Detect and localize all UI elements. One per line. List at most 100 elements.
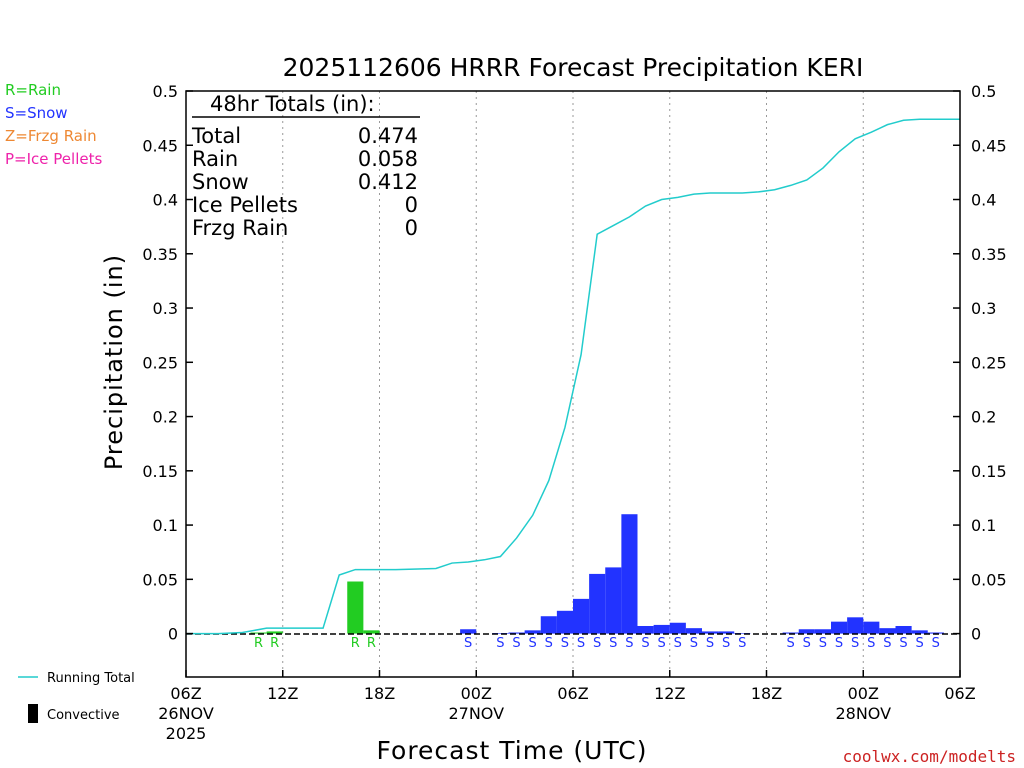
type-legend-item: Z=Frzg Rain bbox=[5, 127, 97, 145]
y-tick-label: 0.1 bbox=[153, 516, 178, 535]
precip-bar bbox=[605, 567, 622, 634]
precip-type-label: S bbox=[690, 636, 698, 651]
x-tick-label: 06Z bbox=[170, 684, 201, 703]
precip-type-label: S bbox=[658, 636, 666, 651]
precip-bar bbox=[460, 629, 477, 634]
y-tick-label: 0.35 bbox=[142, 245, 178, 264]
y-tick-label: 0.4 bbox=[971, 191, 996, 210]
precip-type-label: S bbox=[593, 636, 601, 651]
y-axis-label: Precipitation (in) bbox=[100, 254, 128, 470]
precip-bar bbox=[863, 621, 880, 634]
totals-box: 48hr Totals (in): Total 0.474 Rain 0.058 Sno… bbox=[191, 92, 420, 240]
y-tick-label: 0.5 bbox=[153, 82, 178, 101]
y-tick-label: 0.05 bbox=[971, 570, 1007, 589]
precip-type-label: S bbox=[609, 636, 617, 651]
precip-type-label: S bbox=[835, 636, 843, 651]
totals-row-label: Ice Pellets bbox=[192, 193, 298, 217]
precip-bar bbox=[363, 630, 380, 634]
x-tick-label: 06Z bbox=[557, 684, 588, 703]
totals-row-label: Total bbox=[191, 124, 241, 148]
precip-type-label: S bbox=[851, 636, 859, 651]
precip-bar bbox=[637, 625, 654, 634]
running-total-legend-label: Running Total bbox=[47, 671, 135, 686]
precip-bar bbox=[798, 629, 815, 634]
precip-type-label: S bbox=[706, 636, 714, 651]
x-tick-label: 28NOV bbox=[835, 704, 891, 723]
precip-bar bbox=[879, 628, 896, 634]
x-tick-label: 27NOV bbox=[448, 704, 504, 723]
x-tick-label: 18Z bbox=[364, 684, 395, 703]
y-tick-label: 0.3 bbox=[153, 299, 178, 318]
totals-row-value: 0.058 bbox=[358, 147, 418, 171]
x-tick-label: 18Z bbox=[751, 684, 782, 703]
precip-bar bbox=[702, 631, 719, 634]
totals-row-value: 0 bbox=[405, 193, 418, 217]
chart-title: 2025112606 HRRR Forecast Precipitation K… bbox=[283, 53, 864, 82]
precip-type-label: S bbox=[819, 636, 827, 651]
y-tick-label: 0.15 bbox=[142, 462, 178, 481]
precip-bar bbox=[589, 573, 606, 634]
precip-bar bbox=[734, 633, 751, 634]
y-tick-label: 0.25 bbox=[971, 353, 1007, 372]
precip-type-label: S bbox=[883, 636, 891, 651]
y-tick-label: 0.45 bbox=[142, 136, 178, 155]
precip-type-label: S bbox=[577, 636, 585, 651]
totals-row-value: 0 bbox=[405, 216, 418, 240]
precip-bar bbox=[927, 632, 944, 634]
x-tick-label: 12Z bbox=[654, 684, 685, 703]
precip-type-label: S bbox=[496, 636, 504, 651]
y-tick-label: 0.05 bbox=[142, 570, 178, 589]
precip-type-label: S bbox=[529, 636, 537, 651]
totals-header: 48hr Totals (in): bbox=[210, 92, 375, 116]
totals-row-label: Frzg Rain bbox=[192, 216, 288, 240]
precip-type-label: S bbox=[738, 636, 746, 651]
totals-row-label: Snow bbox=[192, 170, 249, 194]
x-tick-label: 26NOV bbox=[158, 704, 214, 723]
x-tick-label: 06Z bbox=[944, 684, 975, 703]
y-tick-label: 0.25 bbox=[142, 353, 178, 372]
y-tick-label: 0.5 bbox=[971, 82, 996, 101]
precip-bar bbox=[573, 598, 590, 634]
precip-bar bbox=[911, 630, 928, 634]
x-axis-label: Forecast Time (UTC) bbox=[377, 736, 648, 765]
precip-type-label: S bbox=[899, 636, 907, 651]
precip-bar bbox=[524, 630, 541, 634]
precip-bar bbox=[685, 628, 702, 634]
x-tick-label: 12Z bbox=[267, 684, 298, 703]
precip-bar bbox=[492, 633, 509, 634]
precip-type-label: S bbox=[787, 636, 795, 651]
precip-type-label: S bbox=[641, 636, 649, 651]
precip-type-label: R bbox=[254, 636, 263, 651]
precip-bar bbox=[718, 631, 735, 634]
x-tick-label: 00Z bbox=[848, 684, 879, 703]
precip-type-label: S bbox=[512, 636, 520, 651]
precip-bar bbox=[782, 632, 799, 634]
y-axis-left: 0 0.05 0.1 0.15 0.2 0.25 0.3 0.35 0.4 0.45 0.5 bbox=[142, 82, 193, 644]
y-tick-label: 0.3 bbox=[971, 299, 996, 318]
precip-type-label: S bbox=[867, 636, 875, 651]
credit-text: coolwx.com/modelts bbox=[843, 747, 1016, 766]
precip-type-label: R bbox=[270, 636, 279, 651]
convective-legend: Convective bbox=[28, 704, 120, 723]
type-legend-item: P=Ice Pellets bbox=[5, 150, 102, 168]
running-total-line bbox=[186, 118, 960, 635]
precip-bar bbox=[347, 581, 364, 634]
convective-swatch bbox=[28, 704, 38, 723]
y-tick-label: 0.2 bbox=[153, 408, 178, 427]
y-tick-label: 0.4 bbox=[153, 191, 178, 210]
vertical-grid bbox=[282, 91, 864, 677]
y-tick-label: 0.15 bbox=[971, 462, 1007, 481]
totals-row-value: 0.474 bbox=[358, 124, 418, 148]
precip-type-label: S bbox=[803, 636, 811, 651]
precip-type-legend: R=Rain S=Snow Z=Frzg Rain P=Ice Pellets bbox=[5, 81, 102, 168]
precip-bar bbox=[669, 622, 686, 634]
precip-type-label: S bbox=[545, 636, 553, 651]
totals-row-value: 0.412 bbox=[358, 170, 418, 194]
precip-type-label: S bbox=[674, 636, 682, 651]
x-tick-label: 00Z bbox=[461, 684, 492, 703]
y-axis-right: 0 0.05 0.1 0.15 0.2 0.25 0.3 0.35 0.4 0.45 0.5 bbox=[953, 82, 1007, 644]
precip-bar bbox=[831, 621, 848, 634]
totals-row-label: Rain bbox=[192, 147, 238, 171]
